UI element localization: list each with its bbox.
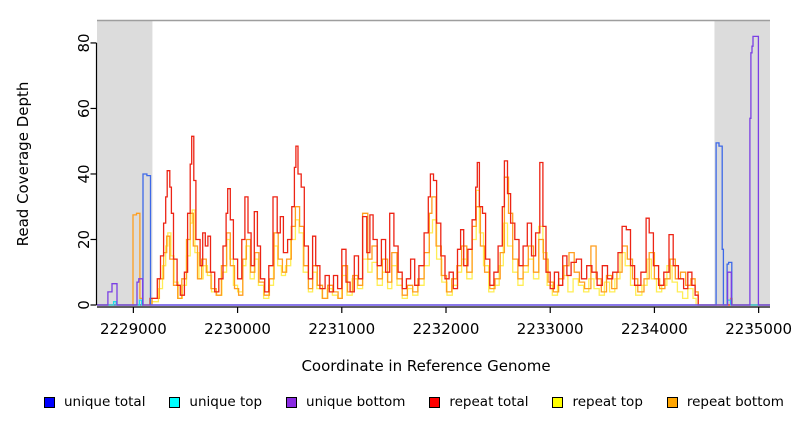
x-tick-label: 2235000 bbox=[725, 320, 792, 338]
y-tick-label: 0 bbox=[75, 300, 93, 310]
repeat-top-swatch-icon bbox=[552, 396, 564, 408]
y-tick-label: 40 bbox=[75, 164, 93, 183]
legend-item-repeat-total: repeat total bbox=[429, 394, 529, 410]
series-repeat-total bbox=[97, 135, 770, 306]
legend-item-unique-top: unique top bbox=[169, 394, 262, 410]
legend: unique total unique top unique bottom re… bbox=[44, 394, 784, 410]
series-unique-top bbox=[97, 299, 770, 306]
x-tick-label: 2233000 bbox=[517, 320, 584, 338]
y-tick-label: 60 bbox=[75, 99, 93, 118]
y-axis-title: Read Coverage Depth bbox=[14, 81, 32, 247]
legend-label: repeat top bbox=[572, 394, 643, 410]
unique-bottom-swatch-icon bbox=[286, 396, 298, 408]
unique-total-swatch-icon bbox=[44, 396, 55, 408]
legend-item-unique-total: unique total bbox=[44, 394, 145, 410]
legend-item-unique-bottom: unique bottom bbox=[286, 394, 405, 410]
y-tick-label: 80 bbox=[75, 33, 93, 52]
legend-item-repeat-top: repeat top bbox=[552, 394, 643, 410]
x-tick-label: 2231000 bbox=[308, 320, 375, 338]
repeat-bottom-swatch-icon bbox=[666, 396, 678, 408]
x-tick-label: 2234000 bbox=[621, 320, 688, 338]
y-tick-label: 20 bbox=[75, 230, 93, 249]
series-unique-bottom bbox=[97, 35, 770, 306]
legend-label: unique total bbox=[64, 394, 146, 410]
x-tick-label: 2232000 bbox=[413, 320, 480, 338]
x-tick-label: 2229000 bbox=[100, 320, 167, 338]
legend-item-repeat-bottom: repeat bottom bbox=[666, 394, 784, 410]
shaded-region bbox=[97, 21, 153, 305]
series-unique-total bbox=[97, 142, 770, 306]
repeat-total-swatch-icon bbox=[429, 396, 441, 408]
series-repeat-bottom bbox=[97, 176, 770, 306]
legend-label: repeat bottom bbox=[686, 394, 784, 410]
unique-top-swatch-icon bbox=[169, 396, 181, 408]
legend-label: unique bottom bbox=[306, 394, 406, 410]
x-tick-label: 2230000 bbox=[204, 320, 271, 338]
x-axis-title: Coordinate in Reference Genome bbox=[301, 357, 551, 375]
legend-label: unique top bbox=[189, 394, 263, 410]
legend-label: repeat total bbox=[449, 394, 529, 410]
